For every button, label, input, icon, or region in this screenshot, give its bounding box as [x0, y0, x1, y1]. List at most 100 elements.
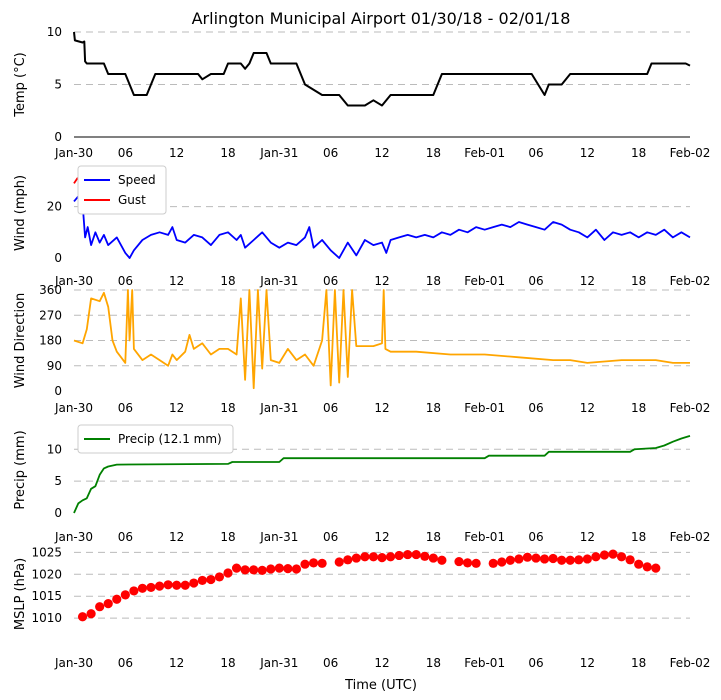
precip-x-tick-label: Feb-01 [464, 530, 505, 544]
mslp-point [437, 555, 447, 565]
mslp-point [360, 552, 370, 562]
mslp-point [189, 578, 199, 588]
wind-x-tick-label: 18 [426, 274, 441, 288]
wdir-x-tick-label: Jan-30 [54, 401, 93, 415]
mslp-point [403, 549, 413, 560]
mslp-x-tick-label: 06 [528, 656, 543, 670]
mslp-point [454, 556, 464, 567]
wind-x-tick-label: 06 [528, 274, 543, 288]
mslp-point [428, 553, 438, 563]
temp-x-tick-label: 06 [323, 146, 338, 160]
temp-y-tick-label: 0 [54, 130, 62, 144]
mslp-point [608, 549, 618, 559]
mslp-point [172, 580, 182, 590]
chart-title: Arlington Municipal Airport 01/30/18 - 0… [192, 9, 571, 28]
temp-panel: 0 5 10 Temp (°C) Jan-30 06 12 18 Jan-31 06 12 18 Feb… [13, 25, 710, 160]
panels: 0 5 10 Temp (°C) Jan-30 06 12 18 Jan-31 06 12 18 Feb… [13, 25, 710, 670]
mslp-x-tick-label: 06 [118, 656, 133, 670]
mslp-point [574, 555, 584, 565]
mslp-point [249, 565, 259, 575]
mslp-x-tick-label: Jan-31 [259, 656, 298, 670]
mslp-x-tick-label: Jan-30 [54, 656, 93, 670]
mslp-y-tick-label: 1025 [31, 545, 62, 559]
mslp-point [514, 554, 524, 564]
mslp-point [377, 553, 387, 563]
mslp-point [557, 555, 567, 565]
precip-x-tick-label: 18 [631, 530, 646, 544]
wind-legend-box [77, 165, 167, 215]
mslp-point [394, 550, 404, 561]
mslp-point [642, 562, 652, 572]
temp-x-tick-label: 06 [528, 146, 543, 160]
precip-panel: 0 5 10 Precip (mm) Jan-30 06 12 18 Jan-31 06 12 18 F… [13, 424, 710, 544]
mslp-point [120, 590, 130, 600]
wdir-x-tick-label: 06 [323, 401, 338, 415]
wind-x-tick-label: Jan-30 [54, 274, 93, 288]
temp-x-tick-label: 12 [169, 146, 184, 160]
precip-y-axis-title: Precip (mm) [13, 430, 28, 509]
wind-y-tick-label: 20 [47, 200, 62, 214]
mslp-point [129, 586, 139, 596]
mslp-point [283, 563, 293, 574]
precip-legend-box [77, 424, 234, 454]
wind-x-tick-label: 12 [580, 274, 595, 288]
mslp-point [462, 558, 473, 568]
mslp-point [582, 554, 592, 564]
mslp-point [651, 563, 661, 573]
wdir-x-tick-label: 18 [220, 401, 235, 415]
mslp-point [616, 552, 627, 562]
mslp-point [95, 602, 105, 612]
mslp-point [334, 557, 344, 567]
temp-x-tick-label: 18 [426, 146, 441, 160]
mslp-point [351, 553, 361, 563]
wind-x-tick-label: 12 [169, 274, 184, 288]
mslp-x-tick-label: 06 [323, 656, 338, 670]
temp-x-tick-label: 06 [118, 146, 133, 160]
mslp-point [385, 552, 396, 562]
mslp-point [206, 574, 216, 585]
wind-x-tick-label: 18 [220, 274, 235, 288]
precip-x-tick-label: 06 [323, 530, 338, 544]
mslp-point [634, 559, 644, 569]
mslp-point [565, 555, 575, 565]
mslp-point [163, 580, 173, 590]
mslp-y-tick-label: 1015 [31, 589, 62, 603]
wdir-x-tick-label: 18 [426, 401, 441, 415]
wind-x-tick-label: 12 [374, 274, 389, 288]
wdir-y-axis-title: Wind Direction [13, 293, 28, 389]
temp-y-axis-title: Temp (°C) [13, 52, 28, 118]
mslp-x-tick-label: 12 [374, 656, 389, 670]
wdir-x-tick-label: 12 [580, 401, 595, 415]
mslp-point [137, 583, 148, 593]
temp-y-tick-label: 5 [54, 78, 62, 92]
precip-series-precip [73, 435, 691, 514]
mslp-point [274, 563, 284, 573]
temp-x-tick-label: 18 [631, 146, 646, 160]
wdir-y-tick-label: 180 [39, 334, 62, 348]
wind-x-tick-label: 06 [118, 274, 133, 288]
mslp-y-axis-title: MSLP (hPa) [13, 558, 28, 630]
temp-x-tick-label: Feb-01 [464, 146, 505, 160]
mslp-point [368, 552, 379, 562]
wind-x-tick-label: Feb-01 [464, 274, 505, 288]
precip-x-tick-label: 18 [220, 530, 235, 544]
x-axis-title: Time (UTC) [344, 678, 417, 693]
precip-x-tick-label: Jan-31 [259, 530, 298, 544]
precip-x-tick-label: Jan-30 [54, 530, 93, 544]
precip-x-tick-label: 06 [118, 530, 133, 544]
temp-x-tick-label: 12 [374, 146, 389, 160]
wind-panel: 0 20 Wind (mph) Jan-30 06 12 18 Jan-31 06 12 18 Feb… [13, 165, 710, 288]
mslp-point [625, 555, 635, 565]
precip-y-tick-label: 10 [47, 442, 62, 456]
mslp-x-tick-label: 12 [580, 656, 595, 670]
wind-x-tick-label: Jan-31 [259, 274, 298, 288]
precip-x-tick-label: 12 [169, 530, 184, 544]
mslp-point [599, 550, 610, 560]
mslp-point [214, 572, 225, 582]
mslp-point [223, 568, 233, 578]
precip-x-tick-label: 12 [580, 530, 595, 544]
wdir-x-tick-label: 12 [374, 401, 389, 415]
mslp-point [77, 612, 88, 622]
mslp-point [86, 609, 96, 619]
